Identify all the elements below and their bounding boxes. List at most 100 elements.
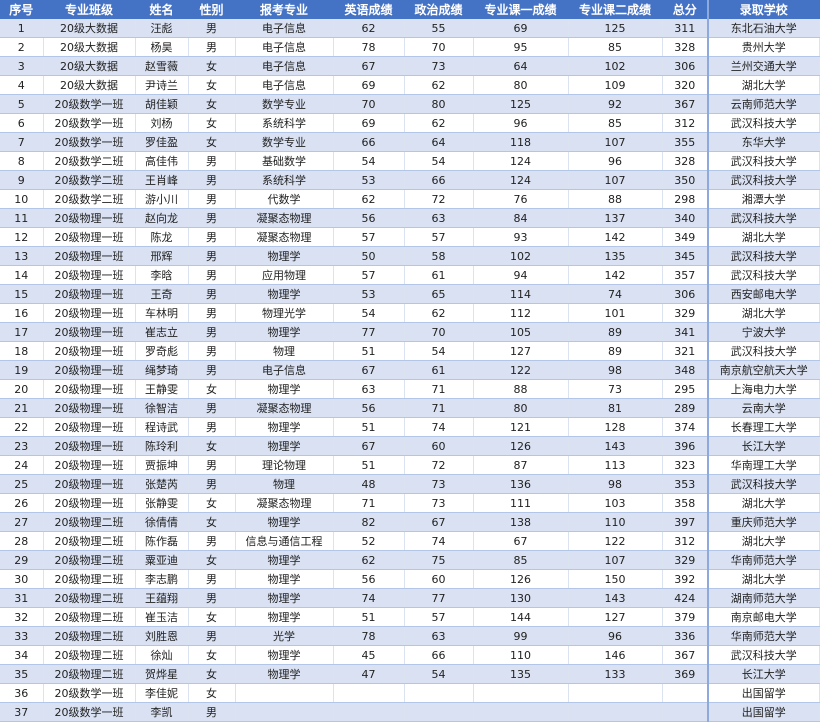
cell-course2[interactable]: 122 [568,531,663,551]
cell-course2[interactable]: 143 [568,436,663,456]
cell-name[interactable]: 李凯 [135,702,189,722]
cell-politics[interactable]: 66 [404,645,474,665]
cell-course2[interactable]: 125 [568,19,663,38]
cell-politics[interactable]: 73 [404,493,474,513]
cell-politics[interactable]: 75 [404,550,474,570]
cell-class[interactable]: 20级物理一班 [43,322,136,342]
header-school[interactable]: 录取学校 [707,0,820,19]
cell-course2[interactable] [568,702,663,722]
cell-gender[interactable]: 男 [188,37,236,57]
cell-gender[interactable]: 男 [188,417,236,437]
cell-course1[interactable]: 95 [473,37,569,57]
cell-course2[interactable]: 89 [568,341,663,361]
cell-index[interactable]: 14 [0,265,44,285]
cell-major[interactable]: 物理学 [235,284,334,304]
cell-name[interactable]: 罗奇彪 [135,341,189,361]
cell-index[interactable]: 17 [0,322,44,342]
cell-major[interactable]: 电子信息 [235,75,334,95]
cell-english[interactable]: 54 [333,303,405,323]
cell-school[interactable]: 湘潭大学 [707,189,820,209]
cell-index[interactable]: 4 [0,75,44,95]
cell-politics[interactable]: 73 [404,474,474,494]
cell-gender[interactable]: 男 [188,341,236,361]
cell-course2[interactable]: 102 [568,56,663,76]
cell-politics[interactable]: 63 [404,626,474,646]
cell-school[interactable]: 武汉科技大学 [707,170,820,190]
cell-school[interactable]: 湖北大学 [707,531,820,551]
cell-major[interactable]: 物理学 [235,664,334,684]
cell-english[interactable]: 51 [333,455,405,475]
cell-english[interactable]: 57 [333,265,405,285]
cell-course1[interactable]: 127 [473,341,569,361]
header-name[interactable]: 姓名 [135,0,189,19]
cell-politics[interactable]: 72 [404,189,474,209]
cell-major[interactable]: 电子信息 [235,37,334,57]
cell-school[interactable]: 西安邮电大学 [707,284,820,304]
cell-name[interactable]: 徐倩倩 [135,512,189,532]
cell-major[interactable]: 光学 [235,626,334,646]
cell-course1[interactable]: 138 [473,512,569,532]
cell-school[interactable]: 南京航空航天大学 [707,360,820,380]
cell-total[interactable]: 311 [662,19,709,38]
cell-politics[interactable]: 61 [404,265,474,285]
header-politics[interactable]: 政治成绩 [404,0,474,19]
cell-school[interactable]: 重庆师范大学 [707,512,820,532]
cell-course1[interactable]: 118 [473,132,569,152]
cell-school[interactable]: 云南师范大学 [707,94,820,114]
header-course2[interactable]: 专业课二成绩 [568,0,663,19]
cell-course1[interactable]: 136 [473,474,569,494]
cell-index[interactable]: 12 [0,227,44,247]
cell-total[interactable]: 345 [662,246,709,266]
cell-index[interactable]: 10 [0,189,44,209]
cell-school[interactable]: 华南理工大学 [707,455,820,475]
cell-course2[interactable]: 137 [568,208,663,228]
cell-index[interactable]: 8 [0,151,44,171]
cell-major[interactable]: 系统科学 [235,113,334,133]
cell-name[interactable]: 粟亚迪 [135,550,189,570]
cell-english[interactable]: 51 [333,341,405,361]
cell-course1[interactable]: 64 [473,56,569,76]
cell-school[interactable]: 武汉科技大学 [707,645,820,665]
cell-class[interactable]: 20级数学二班 [43,189,136,209]
cell-name[interactable]: 车林明 [135,303,189,323]
cell-politics[interactable]: 55 [404,19,474,38]
cell-index[interactable]: 7 [0,132,44,152]
cell-course1[interactable]: 80 [473,398,569,418]
cell-class[interactable]: 20级物理二班 [43,550,136,570]
cell-major[interactable]: 物理 [235,474,334,494]
cell-gender[interactable]: 男 [188,702,236,722]
cell-course1[interactable]: 111 [473,493,569,513]
cell-index[interactable]: 3 [0,56,44,76]
cell-major[interactable]: 物理学 [235,417,334,437]
cell-gender[interactable]: 男 [188,322,236,342]
cell-index[interactable]: 29 [0,550,44,570]
cell-course1[interactable]: 84 [473,208,569,228]
cell-total[interactable]: 367 [662,645,709,665]
cell-school[interactable]: 武汉科技大学 [707,341,820,361]
cell-class[interactable]: 20级物理一班 [43,246,136,266]
cell-english[interactable]: 53 [333,170,405,190]
cell-class[interactable]: 20级物理一班 [43,265,136,285]
cell-gender[interactable]: 女 [188,75,236,95]
cell-gender[interactable]: 女 [188,645,236,665]
cell-index[interactable]: 26 [0,493,44,513]
cell-politics[interactable]: 58 [404,246,474,266]
header-english[interactable]: 英语成绩 [333,0,405,19]
cell-english[interactable]: 62 [333,550,405,570]
cell-school[interactable]: 兰州交通大学 [707,56,820,76]
cell-gender[interactable]: 女 [188,550,236,570]
cell-major[interactable]: 物理学 [235,322,334,342]
cell-name[interactable]: 贾振坤 [135,455,189,475]
cell-total[interactable]: 298 [662,189,709,209]
cell-index[interactable]: 34 [0,645,44,665]
cell-major[interactable]: 凝聚态物理 [235,398,334,418]
cell-course1[interactable]: 105 [473,322,569,342]
cell-class[interactable]: 20级物理二班 [43,664,136,684]
cell-name[interactable]: 崔志立 [135,322,189,342]
cell-school[interactable]: 宁波大学 [707,322,820,342]
cell-total[interactable]: 392 [662,569,709,589]
cell-index[interactable]: 9 [0,170,44,190]
cell-course2[interactable]: 85 [568,113,663,133]
cell-course2[interactable] [568,683,663,703]
cell-english[interactable] [333,683,405,703]
